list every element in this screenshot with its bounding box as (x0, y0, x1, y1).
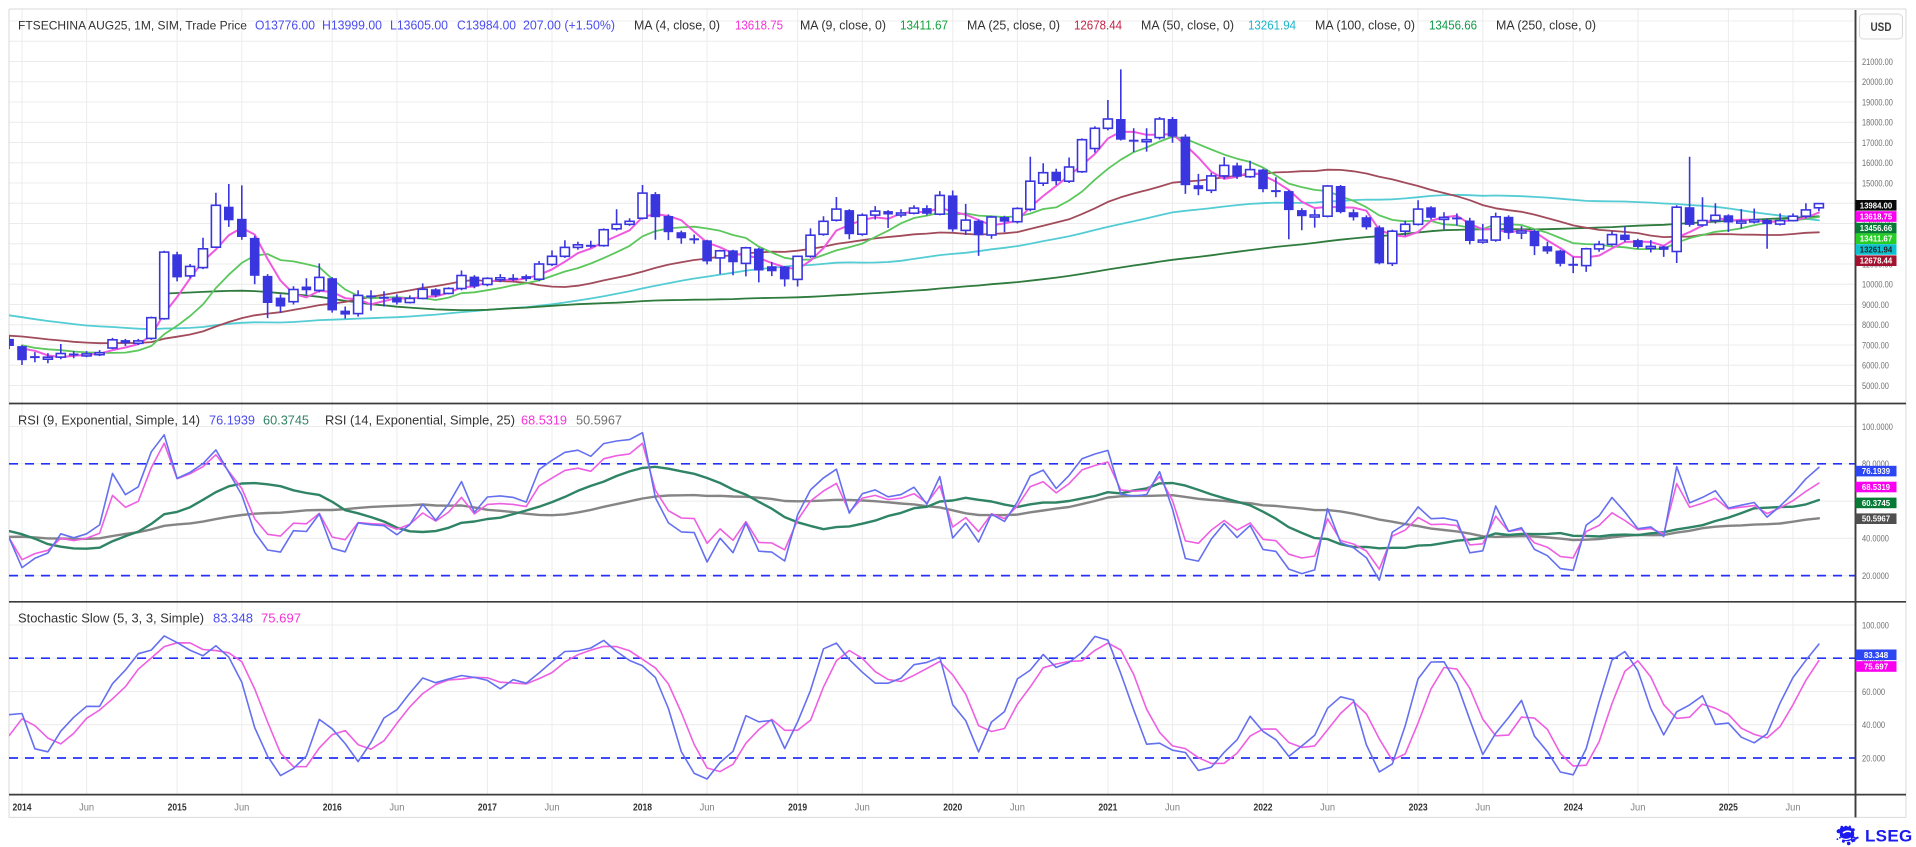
svg-text:100.000: 100.000 (1862, 619, 1889, 630)
svg-text:2017: 2017 (478, 802, 497, 814)
svg-text:C13984.00: C13984.00 (457, 19, 516, 33)
svg-text:2023: 2023 (1409, 802, 1428, 814)
svg-text:MA (9, close, 0): MA (9, close, 0) (800, 19, 886, 33)
svg-text:2020: 2020 (943, 802, 962, 814)
svg-text:2016: 2016 (323, 802, 342, 814)
svg-text:5000.00: 5000.00 (1862, 380, 1889, 391)
svg-text:13456.66: 13456.66 (1860, 224, 1893, 233)
svg-text:L13605.00: L13605.00 (390, 19, 448, 33)
svg-text:13618.75: 13618.75 (1860, 213, 1893, 222)
svg-text:68.5319: 68.5319 (1862, 483, 1891, 492)
svg-text:2015: 2015 (168, 802, 187, 814)
svg-text:13261.94: 13261.94 (1248, 19, 1296, 33)
svg-text:2014: 2014 (13, 802, 32, 814)
svg-text:MA (100, close, 0): MA (100, close, 0) (1315, 19, 1415, 33)
svg-text:Jun: Jun (1475, 803, 1490, 814)
svg-text:20000.00: 20000.00 (1862, 76, 1893, 87)
svg-text:Jun: Jun (700, 803, 715, 814)
svg-text:MA (250, close, 0): MA (250, close, 0) (1496, 19, 1596, 33)
svg-text:83.348: 83.348 (1864, 651, 1889, 660)
svg-text:12678.44: 12678.44 (1074, 19, 1122, 33)
svg-text:MA (4, close, 0): MA (4, close, 0) (634, 19, 720, 33)
svg-text:19000.00: 19000.00 (1862, 96, 1893, 107)
svg-text:20.0000: 20.0000 (1862, 570, 1889, 581)
svg-text:10000.00: 10000.00 (1862, 279, 1893, 290)
svg-text:50.5967: 50.5967 (1862, 515, 1891, 524)
svg-text:12678.44: 12678.44 (1860, 257, 1893, 266)
svg-text:21000.00: 21000.00 (1862, 56, 1893, 67)
svg-text:FTSECHINA AUG25, 1M, SIM, Trad: FTSECHINA AUG25, 1M, SIM, Trade Price (18, 19, 247, 33)
svg-text:13411.67: 13411.67 (1860, 235, 1893, 244)
svg-text:75.697: 75.697 (1864, 663, 1889, 672)
svg-text:15000.00: 15000.00 (1862, 177, 1893, 188)
svg-text:100.0000: 100.0000 (1862, 421, 1893, 432)
svg-text:40.000: 40.000 (1862, 719, 1885, 730)
svg-text:207.00 (+1.50%): 207.00 (+1.50%) (523, 19, 615, 33)
svg-text:8000.00: 8000.00 (1862, 319, 1889, 330)
svg-text:Jun: Jun (1786, 803, 1801, 814)
svg-text:2022: 2022 (1254, 802, 1273, 814)
svg-text:75.697: 75.697 (261, 612, 301, 626)
svg-text:7000.00: 7000.00 (1862, 339, 1889, 350)
svg-text:13618.75: 13618.75 (735, 19, 783, 33)
svg-text:Jun: Jun (545, 803, 560, 814)
svg-text:2019: 2019 (788, 802, 807, 814)
svg-text:Stochastic Slow (5, 3, 3, Simp: Stochastic Slow (5, 3, 3, Simple) (18, 612, 204, 626)
svg-text:RSI (14, Exponential, Simple,: RSI (14, Exponential, Simple, 25) (325, 414, 515, 428)
svg-text:Jun: Jun (1630, 803, 1645, 814)
svg-text:2018: 2018 (633, 802, 652, 814)
svg-text:Jun: Jun (79, 803, 94, 814)
svg-text:O13776.00: O13776.00 (255, 19, 315, 33)
svg-text:20.000: 20.000 (1862, 752, 1885, 763)
svg-text:60.3745: 60.3745 (1862, 499, 1891, 508)
svg-text:Jun: Jun (855, 803, 870, 814)
svg-text:60.3745: 60.3745 (263, 414, 309, 428)
svg-text:H13999.00: H13999.00 (322, 19, 382, 33)
svg-text:80.0000: 80.0000 (1862, 458, 1889, 469)
svg-text:13261.94: 13261.94 (1860, 246, 1893, 255)
svg-text:Jun: Jun (234, 803, 249, 814)
svg-text:MA (50, close, 0): MA (50, close, 0) (1141, 19, 1234, 33)
svg-text:Jun: Jun (1320, 803, 1335, 814)
svg-text:50.5967: 50.5967 (576, 414, 622, 428)
svg-text:13984.00: 13984.00 (1860, 201, 1893, 210)
svg-text:2025: 2025 (1719, 802, 1738, 814)
svg-text:68.5319: 68.5319 (521, 414, 567, 428)
svg-text:9000.00: 9000.00 (1862, 299, 1889, 310)
svg-text:USD: USD (1871, 22, 1892, 34)
svg-text:16000.00: 16000.00 (1862, 157, 1893, 168)
svg-text:76.1939: 76.1939 (1862, 467, 1891, 476)
svg-text:6000.00: 6000.00 (1862, 360, 1889, 371)
svg-text:17000.00: 17000.00 (1862, 137, 1893, 148)
svg-text:Jun: Jun (1165, 803, 1180, 814)
svg-text:83.348: 83.348 (213, 612, 253, 626)
svg-text:2024: 2024 (1564, 802, 1583, 814)
svg-text:MA (25, close, 0): MA (25, close, 0) (967, 19, 1060, 33)
svg-text:13456.66: 13456.66 (1429, 19, 1477, 33)
svg-text:40.0000: 40.0000 (1862, 533, 1889, 544)
svg-text:76.1939: 76.1939 (209, 414, 255, 428)
svg-text:Jun: Jun (389, 803, 404, 814)
svg-text:RSI (9, Exponential, Simple, 1: RSI (9, Exponential, Simple, 14) (18, 414, 200, 428)
svg-text:60.000: 60.000 (1862, 686, 1885, 697)
svg-text:18000.00: 18000.00 (1862, 117, 1893, 128)
svg-text:LSEG: LSEG (1865, 827, 1913, 846)
svg-text:Jun: Jun (1010, 803, 1025, 814)
svg-text:13411.67: 13411.67 (900, 19, 948, 33)
svg-text:2021: 2021 (1098, 802, 1117, 814)
